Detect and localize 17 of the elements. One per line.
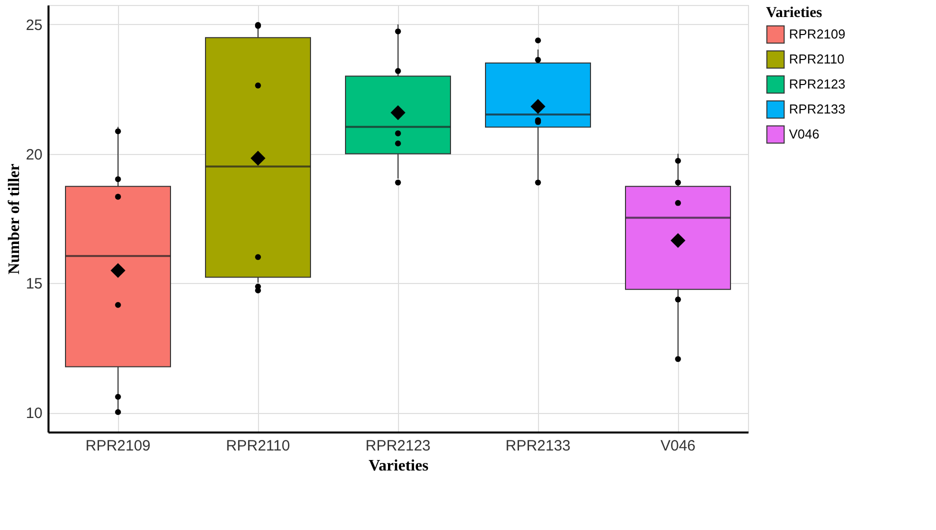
legend-label: RPR2109 bbox=[789, 26, 846, 42]
y-axis-title: Number of tiller bbox=[6, 164, 23, 274]
y-tick-label: 20 bbox=[26, 146, 42, 164]
legend-label: RPR2110 bbox=[789, 52, 844, 66]
legend-label: RPR2123 bbox=[789, 76, 846, 92]
x-tick-label: RPR2109 bbox=[85, 438, 151, 454]
y-tick-label: 25 bbox=[26, 16, 42, 34]
x-tick-label: RPR2133 bbox=[505, 438, 571, 454]
y-tick-label: 15 bbox=[26, 276, 42, 293]
legend-title: Varieties bbox=[368, 458, 428, 474]
x-axis-title: Varieties bbox=[766, 5, 822, 21]
legend-label: V046 bbox=[789, 126, 820, 142]
x-tick-label: RPR2123 bbox=[365, 438, 431, 454]
x-tick-label: RPR2110 bbox=[226, 438, 290, 454]
legend-label: RPR2133 bbox=[789, 102, 846, 116]
x-tick-label: V046 bbox=[660, 438, 696, 454]
y-tick-label: 10 bbox=[26, 405, 42, 422]
